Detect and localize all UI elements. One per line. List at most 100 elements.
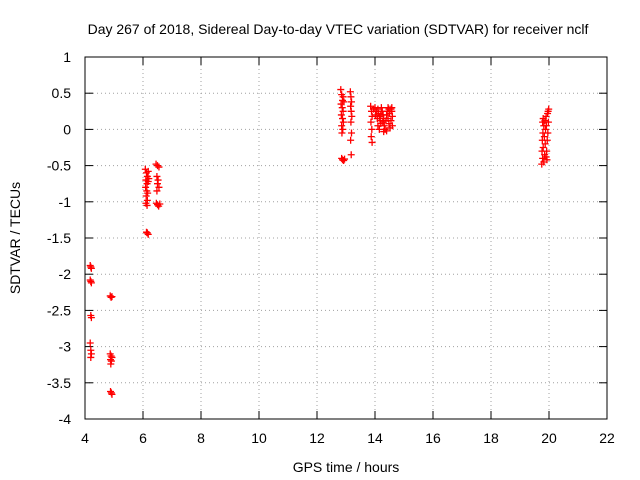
data-point [338,122,346,130]
data-point [338,104,346,112]
y-tick-label: -0.5 [47,158,71,174]
data-point [544,129,552,137]
data-point [142,192,150,200]
data-point [337,86,345,94]
data-point [340,157,348,165]
data-point [543,136,551,144]
data-point [388,112,396,120]
y-tick-label: -3.5 [47,375,71,391]
x-tick-label: 6 [139,430,147,446]
y-tick-label: -1 [59,194,72,210]
data-point [539,154,547,162]
y-tick-label: 0.5 [52,85,72,101]
x-tick-label: 8 [197,430,205,446]
data-point [340,98,348,106]
data-point [368,125,376,133]
data-point [108,293,116,301]
data-point [545,105,553,113]
data-point [107,293,115,301]
y-tick-label: -3 [59,339,72,355]
x-tick-labels: 4 6 8 10 12 14 16 18 20 22 [81,430,615,446]
data-point [337,111,345,119]
data-point [367,133,375,141]
data-point [348,98,356,106]
data-point [542,122,550,130]
y-tick-label: -2.5 [47,302,71,318]
data-point [87,279,95,287]
data-point [380,128,388,136]
data-point [142,183,150,191]
data-point [339,118,347,126]
data-point [540,158,548,166]
data-point [387,117,395,125]
data-point [375,112,383,120]
data-point [542,125,550,133]
y-tick-label: -4 [59,411,72,427]
y-tick-label: 0 [63,121,71,137]
data-point [145,175,153,183]
data-point [154,180,161,188]
x-tick-label: 18 [483,430,499,446]
data-point [348,112,356,120]
data-point [153,187,161,195]
data-point [544,118,552,126]
data-point [86,339,94,347]
y-tick-labels: -4 -3.5 -3 -2.5 -2 -1.5 -1 -0.5 0 0.5 1 [47,49,71,427]
data-point [348,129,356,137]
data-point [388,122,396,130]
x-tick-label: 20 [541,430,557,446]
data-point [368,138,376,146]
data-point [339,93,347,101]
data-point [539,144,547,151]
x-tick-label: 12 [309,430,325,446]
data-point [377,104,385,112]
data-point [541,117,549,125]
data-point [347,136,355,144]
data-point [367,118,375,126]
data-point [339,107,347,115]
data-point [154,162,161,170]
data-point [341,155,349,163]
data-point [339,115,347,123]
data-point [143,201,151,209]
data-point [144,230,152,238]
y-tick-label: -1.5 [47,230,71,246]
data-point [379,118,387,126]
x-tick-label: 10 [251,430,267,446]
data-point [144,167,152,175]
data-point [87,353,95,361]
data-point [542,153,550,161]
data-point [143,229,151,237]
data-point [377,111,385,119]
data-point [156,200,164,208]
data-point [347,118,355,126]
data-point [388,104,396,112]
x-tick-label: 14 [367,430,383,446]
data-point [155,163,163,171]
data-point [368,112,376,120]
data-point [541,140,549,148]
x-tick-label: 16 [425,430,441,446]
y-tick-label: 1 [63,49,71,65]
x-tick-label: 4 [81,430,89,446]
axis-ticks [84,56,608,420]
data-point [107,360,115,368]
data-point [347,151,355,159]
chart-title: Day 267 of 2018, Sidereal Day-to-day VTE… [88,21,589,37]
data-point [108,390,116,398]
data-point [374,122,382,130]
data-point [153,172,161,180]
data-point [87,314,95,322]
x-tick-label: 22 [599,430,615,446]
y-axis-label: SDTVAR / TECUs [7,182,23,294]
data-point [339,125,347,133]
data-point [540,133,548,141]
data-point [87,264,95,272]
y-tick-label: -2 [59,266,72,282]
data-points [86,86,553,398]
x-axis-label: GPS time / hours [293,459,400,475]
data-point [338,129,346,137]
data-point [155,183,163,191]
